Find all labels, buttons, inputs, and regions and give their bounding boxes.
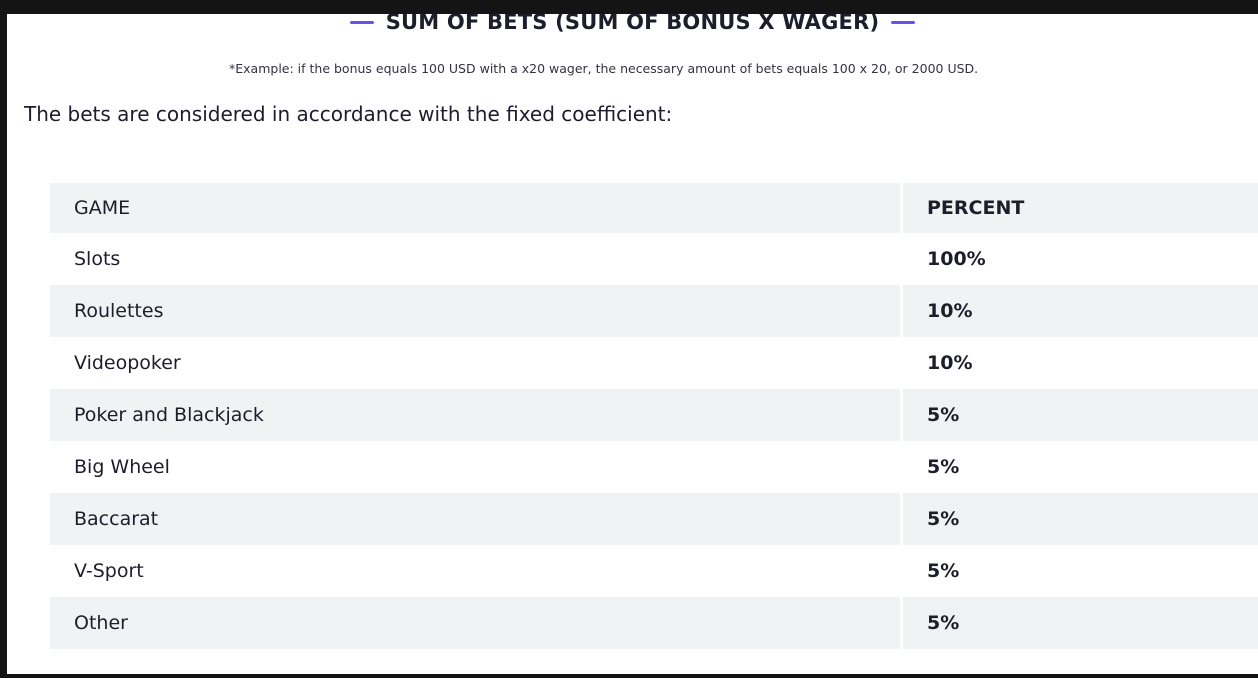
percent-cell: 10% xyxy=(903,285,1258,337)
game-cell: Roulettes xyxy=(50,285,903,337)
right-accent-dash xyxy=(891,20,916,24)
percent-cell: 100% xyxy=(927,248,986,270)
left-accent-dash xyxy=(349,20,374,24)
table-row: V-Sport 5% xyxy=(50,545,1258,597)
example-note: *Example: if the bonus equals 100 USD wi… xyxy=(229,61,979,76)
game-cell: Other xyxy=(50,597,903,649)
coefficient-table: GAME PERCENT Slots 100% Roulettes 10% Vi… xyxy=(50,183,1258,649)
table-header-row: GAME PERCENT xyxy=(50,183,1258,233)
game-cell: Baccarat xyxy=(50,493,903,545)
table-row: Videopoker 10% xyxy=(50,337,1258,389)
percent-cell: 10% xyxy=(927,352,973,374)
game-cell: Slots xyxy=(50,233,903,285)
header-game: GAME xyxy=(50,183,903,233)
percent-cell: 5% xyxy=(903,389,1258,441)
content-panel: SUM OF BETS (SUM OF BONUS X WAGER) *Exam… xyxy=(7,14,1258,674)
table-row: Roulettes 10% xyxy=(50,285,1258,337)
percent-cell: 5% xyxy=(927,560,960,582)
table-row: Baccarat 5% xyxy=(50,493,1258,545)
game-cell: V-Sport xyxy=(50,545,903,597)
percent-cell: 5% xyxy=(927,456,960,478)
table-row: Big Wheel 5% xyxy=(50,441,1258,493)
percent-cell: 5% xyxy=(903,597,1258,649)
table-row: Slots 100% xyxy=(50,233,1258,285)
game-cell: Poker and Blackjack xyxy=(50,389,903,441)
intro-text: The bets are considered in accordance wi… xyxy=(24,102,673,126)
formula-heading: SUM OF BETS (SUM OF BONUS X WAGER) xyxy=(7,14,1258,37)
formula-text: SUM OF BETS (SUM OF BONUS X WAGER) xyxy=(385,14,880,34)
percent-cell: 5% xyxy=(903,493,1258,545)
header-percent: PERCENT xyxy=(903,183,1258,233)
game-cell: Videopoker xyxy=(50,337,903,389)
table-row: Poker and Blackjack 5% xyxy=(50,389,1258,441)
game-cell: Big Wheel xyxy=(50,441,903,493)
table-row: Other 5% xyxy=(50,597,1258,649)
